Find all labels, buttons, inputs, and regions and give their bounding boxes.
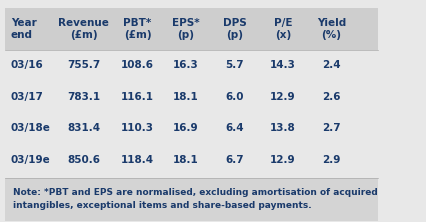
Text: 116.1: 116.1 [121, 92, 154, 102]
Text: 18.1: 18.1 [173, 155, 199, 165]
Text: 783.1: 783.1 [67, 92, 100, 102]
Bar [5, 178, 377, 221]
Text: 16.3: 16.3 [173, 60, 199, 70]
Text: 2.7: 2.7 [321, 123, 340, 133]
Text: PBT*
(£m): PBT* (£m) [123, 18, 151, 40]
Text: 18.1: 18.1 [173, 92, 199, 102]
Text: 03/18e: 03/18e [11, 123, 51, 133]
Bar [5, 144, 377, 175]
Bar [5, 113, 377, 144]
Text: DPS
(p): DPS (p) [222, 18, 246, 40]
Text: Year
end: Year end [11, 18, 37, 40]
Text: 2.9: 2.9 [322, 155, 340, 165]
Text: 5.7: 5.7 [225, 60, 243, 70]
Text: P/E
(x): P/E (x) [273, 18, 291, 40]
Text: 118.4: 118.4 [121, 155, 154, 165]
Text: 2.4: 2.4 [321, 60, 340, 70]
Text: 6.4: 6.4 [225, 123, 243, 133]
Text: 13.8: 13.8 [270, 123, 295, 133]
Text: Revenue
(£m): Revenue (£m) [58, 18, 109, 40]
Text: 03/16: 03/16 [11, 60, 43, 70]
Bar [5, 50, 377, 81]
Text: 831.4: 831.4 [67, 123, 100, 133]
Text: 12.9: 12.9 [270, 155, 295, 165]
Text: 6.7: 6.7 [225, 155, 243, 165]
Text: EPS*
(p): EPS* (p) [172, 18, 199, 40]
Text: Yield
(%): Yield (%) [316, 18, 345, 40]
Text: Note: *PBT and EPS are normalised, excluding amortisation of acquired
intangible: Note: *PBT and EPS are normalised, exclu… [13, 188, 377, 210]
Text: 110.3: 110.3 [121, 123, 154, 133]
Text: 2.6: 2.6 [322, 92, 340, 102]
Text: 6.0: 6.0 [225, 92, 243, 102]
Text: 16.9: 16.9 [173, 123, 199, 133]
Text: 12.9: 12.9 [270, 92, 295, 102]
Text: 108.6: 108.6 [121, 60, 154, 70]
Text: 850.6: 850.6 [67, 155, 100, 165]
Bar [5, 81, 377, 113]
Bar [5, 8, 377, 50]
Text: 14.3: 14.3 [269, 60, 295, 70]
Text: 03/17: 03/17 [11, 92, 44, 102]
Text: 03/19e: 03/19e [11, 155, 51, 165]
Text: 755.7: 755.7 [67, 60, 100, 70]
